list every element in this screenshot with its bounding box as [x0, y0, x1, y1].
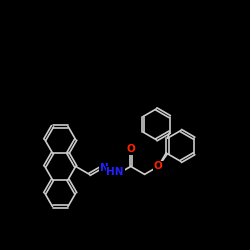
Text: HN: HN [106, 167, 124, 177]
Text: N: N [100, 163, 109, 173]
Text: O: O [126, 144, 135, 154]
Text: O: O [154, 162, 163, 172]
